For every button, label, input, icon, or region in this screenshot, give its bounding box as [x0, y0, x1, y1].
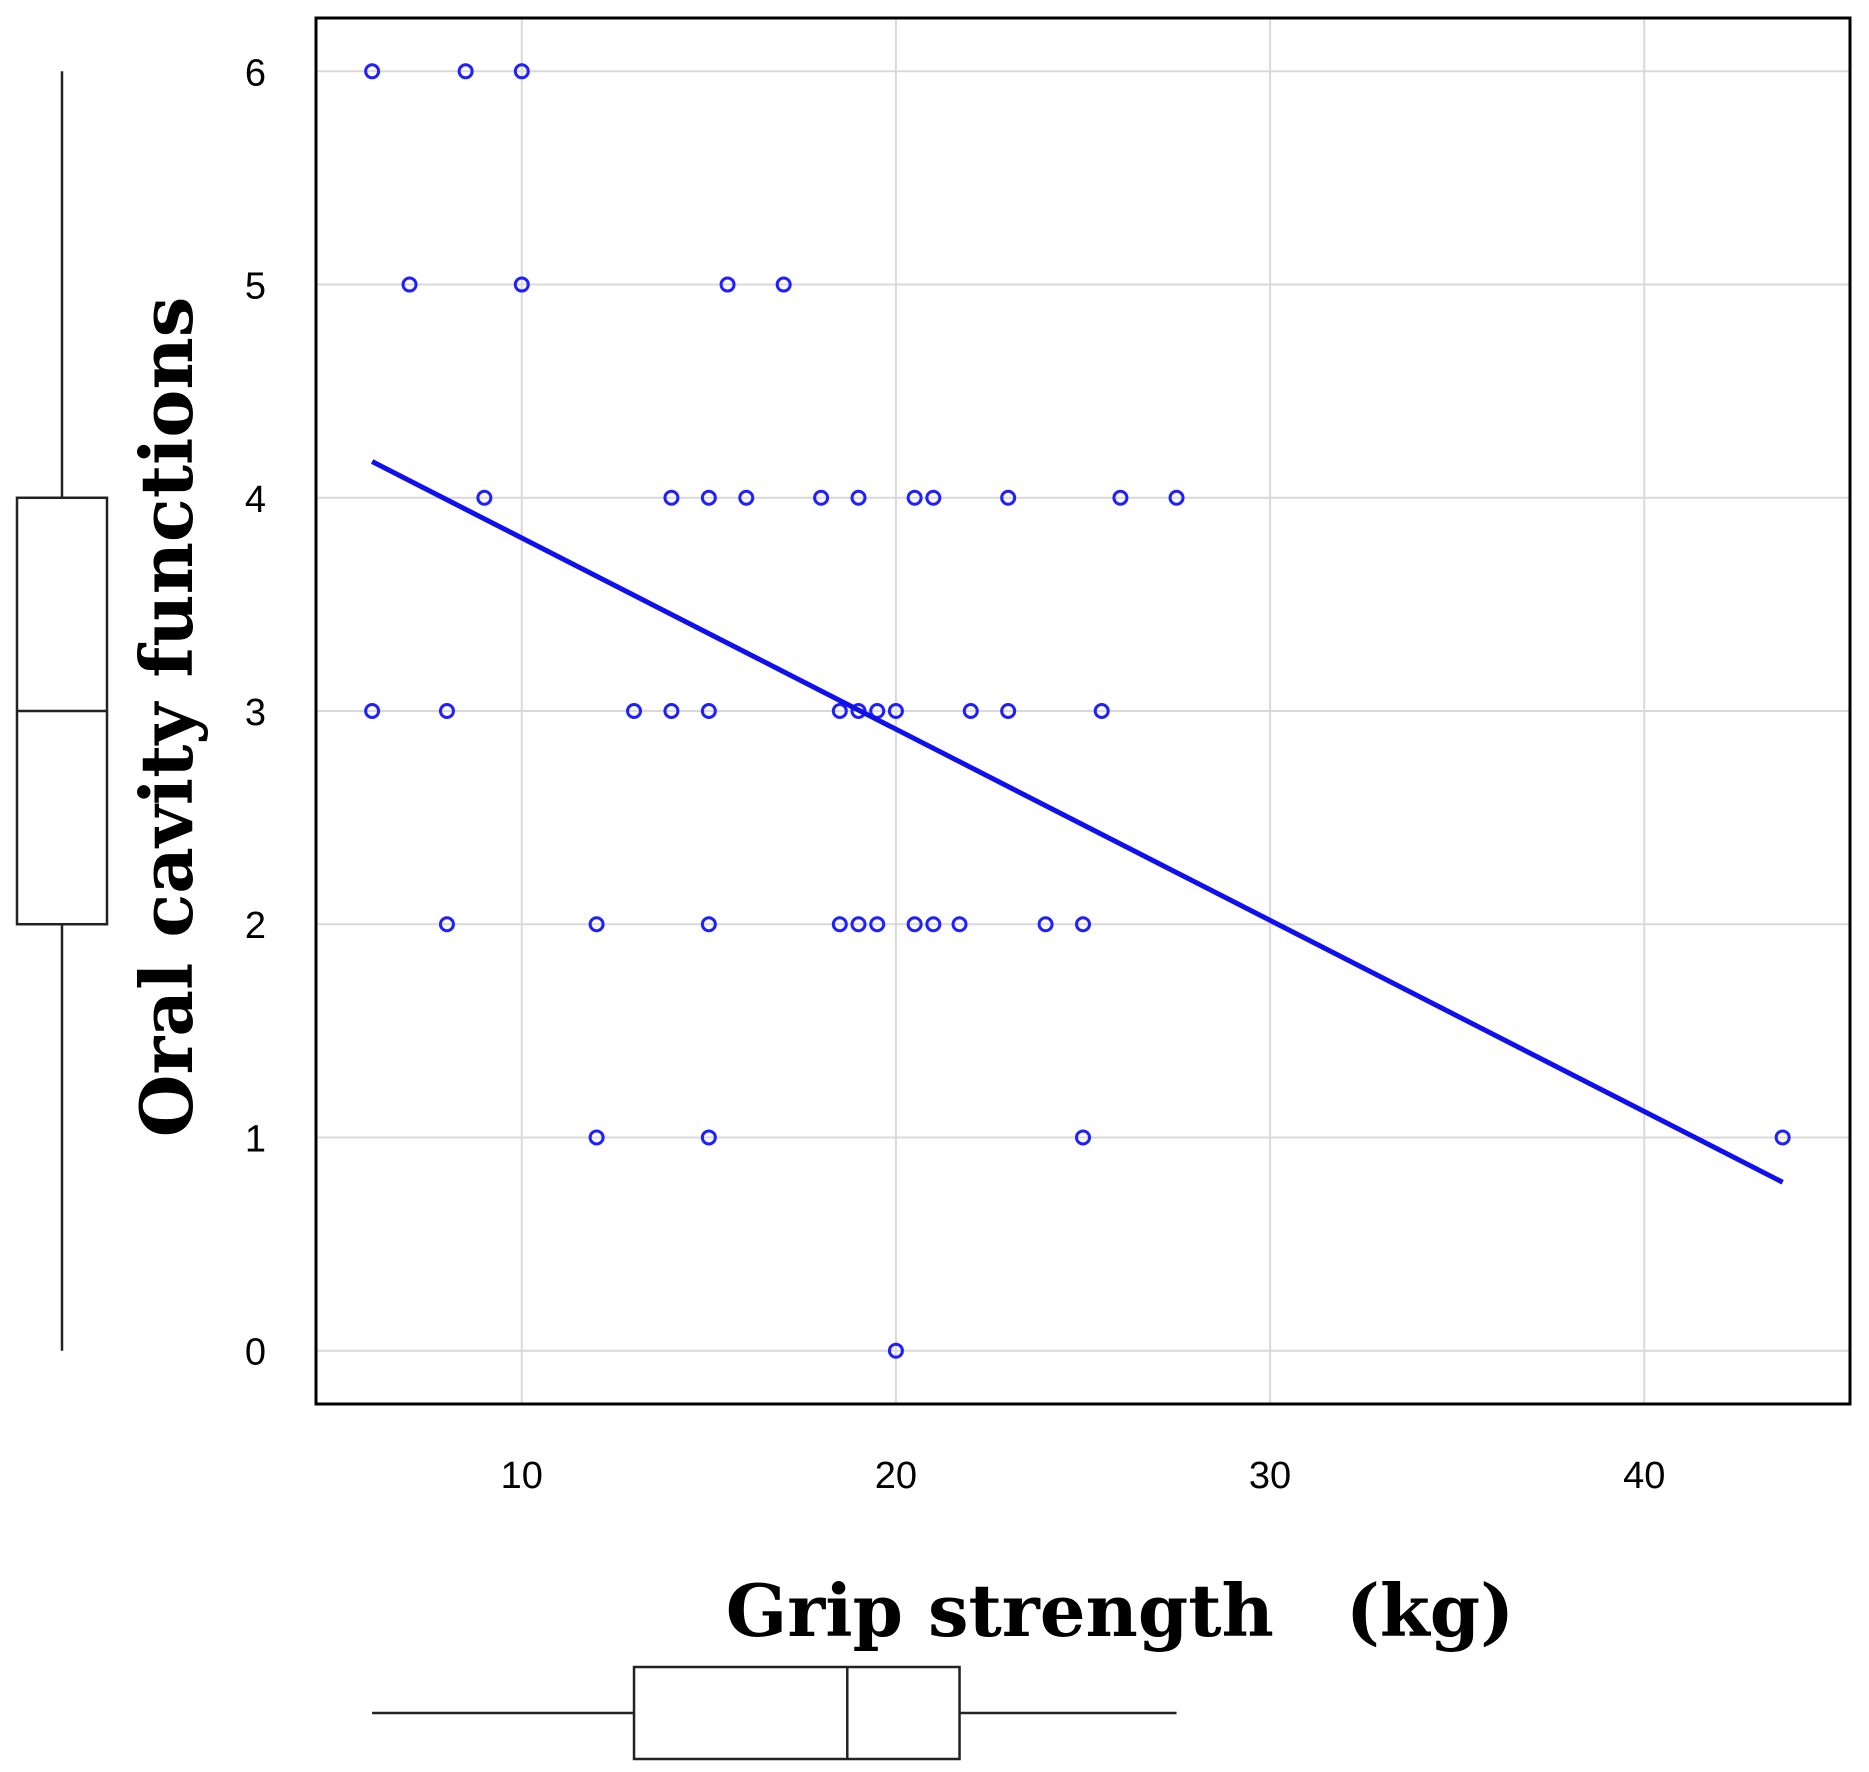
- data-point: [738, 489, 755, 506]
- data-point: [513, 63, 530, 80]
- data-point: [513, 276, 530, 293]
- data-point: [850, 916, 867, 933]
- y-tick-label: 3: [245, 692, 266, 734]
- data-point: [925, 916, 942, 933]
- data-point: [831, 916, 848, 933]
- data-point: [906, 916, 923, 933]
- regression-line-group: [370, 459, 1784, 1185]
- axis-ticks: 10 20 30 40 0 1 2 3 4 5 6: [245, 52, 1666, 1497]
- data-point: [850, 489, 867, 506]
- data-point: [364, 63, 381, 80]
- data-point: [1093, 703, 1110, 719]
- data-point: [457, 63, 474, 80]
- data-point: [700, 489, 717, 506]
- data-point: [775, 276, 792, 293]
- data-point: [700, 916, 717, 933]
- data-point: [438, 703, 455, 719]
- data-point: [626, 703, 643, 719]
- y-tick-label: 5: [245, 266, 266, 308]
- y-axis-title: Oral cavity functions: [124, 297, 209, 1138]
- x-tick-label: 20: [875, 1455, 917, 1497]
- data-point: [1037, 916, 1054, 933]
- data-point: [887, 703, 904, 719]
- data-point: [364, 703, 381, 719]
- data-point: [588, 916, 605, 933]
- plot-frame: [314, 16, 1852, 1406]
- data-point: [1112, 489, 1129, 506]
- x-boxplot-box: [632, 1665, 961, 1761]
- data-point: [951, 916, 968, 933]
- data-point: [1000, 489, 1017, 506]
- data-point: [663, 703, 680, 719]
- data-point: [588, 1129, 605, 1146]
- regression-line: [370, 459, 1784, 1185]
- data-point: [813, 489, 830, 506]
- marginal-boxplots: [15, 71, 1177, 1761]
- data-point: [700, 703, 717, 719]
- data-point: [663, 489, 680, 506]
- data-point: [869, 916, 886, 933]
- data-point: [719, 276, 736, 293]
- data-point: [831, 703, 848, 719]
- gridlines: [316, 18, 1850, 1404]
- y-tick-label: 4: [245, 479, 266, 521]
- data-point: [1075, 1129, 1091, 1146]
- y-tick-label: 0: [245, 1332, 266, 1374]
- data-point: [906, 489, 923, 506]
- data-point: [887, 1342, 904, 1359]
- x-tick-label: 30: [1249, 1455, 1291, 1497]
- y-tick-label: 1: [245, 1118, 266, 1160]
- x-tick-label: 40: [1623, 1455, 1665, 1497]
- x-axis-title: Grip strength (kg): [726, 1568, 1514, 1653]
- data-point: [1168, 489, 1185, 506]
- y-tick-label: 6: [245, 52, 266, 94]
- data-point: [1075, 916, 1091, 933]
- data-point: [700, 1129, 717, 1146]
- data-point: [476, 489, 493, 506]
- y-tick-label: 2: [245, 905, 266, 947]
- data-point: [438, 916, 455, 933]
- data-point: [925, 489, 942, 506]
- data-point: [1000, 703, 1017, 719]
- data-point: [401, 276, 418, 293]
- x-tick-label: 10: [501, 1455, 543, 1497]
- data-point: [1774, 1129, 1791, 1146]
- data-point: [962, 703, 979, 719]
